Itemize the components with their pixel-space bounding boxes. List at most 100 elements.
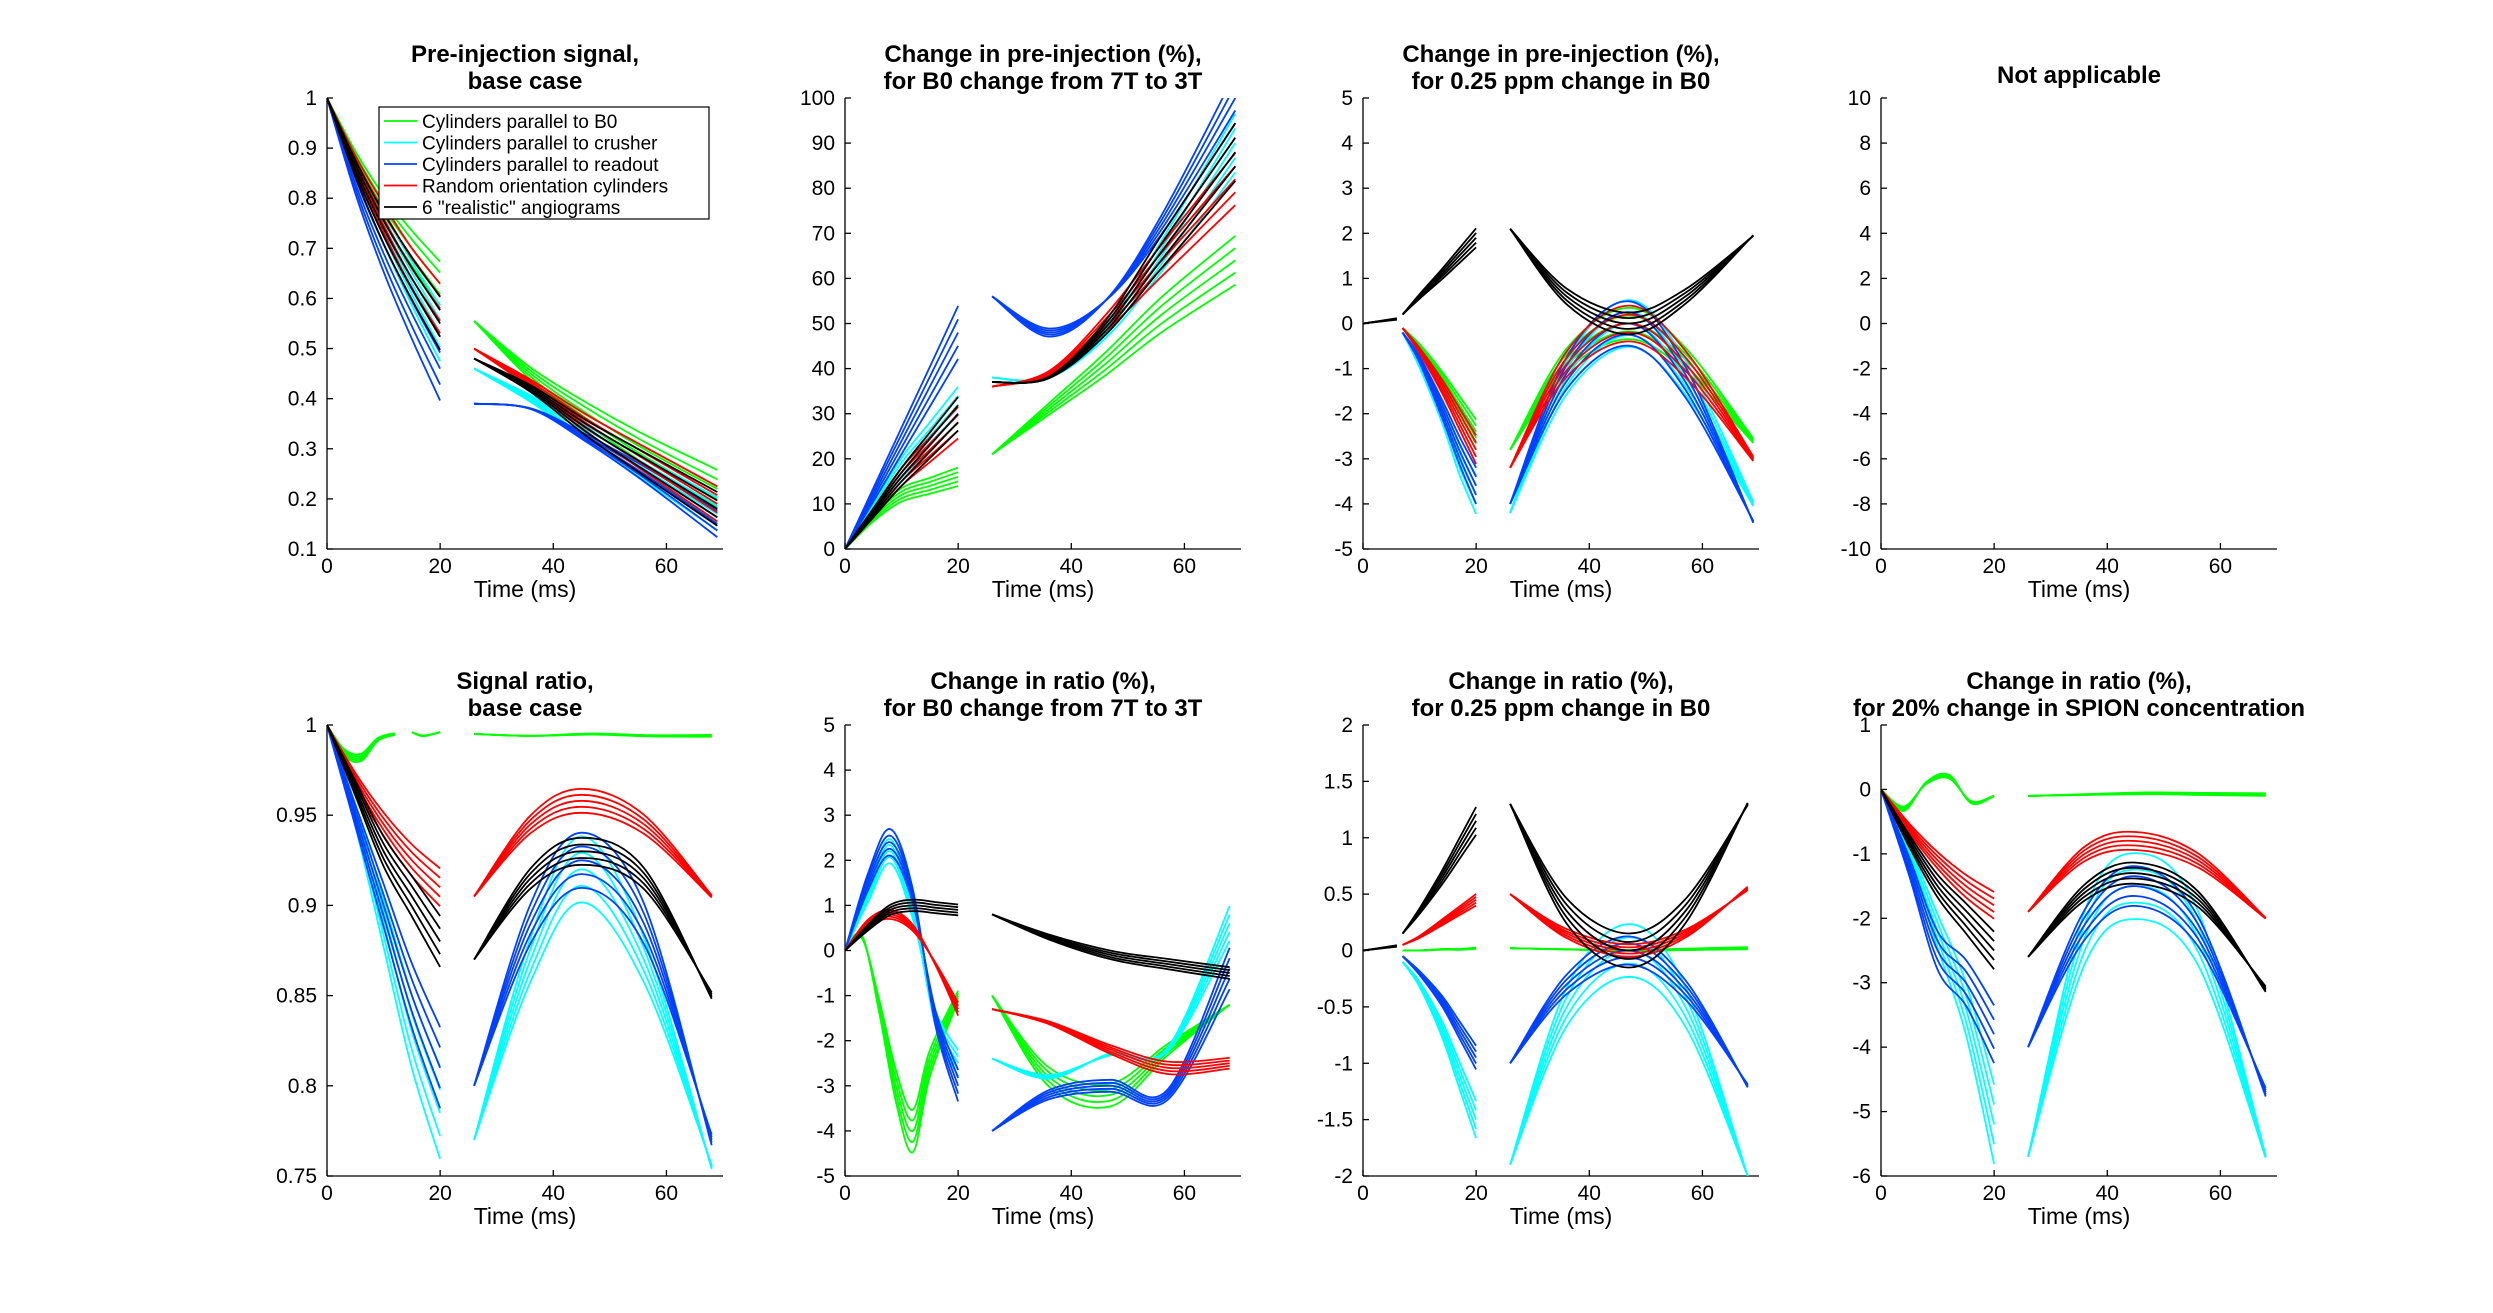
series-line	[327, 725, 441, 942]
series-random-orientation-cylinders	[327, 725, 713, 907]
x-tick-label: 40	[1060, 1182, 1083, 1205]
y-tick-label: 100	[800, 87, 835, 110]
plot-area	[1363, 802, 1749, 1176]
series-line	[845, 908, 959, 1016]
y-tick-label: 0.8	[288, 1075, 317, 1098]
y-tick-label: 1	[1859, 714, 1871, 737]
y-tick-label: 0.75	[276, 1165, 317, 1188]
x-axis-label: Time (ms)	[2028, 576, 2131, 602]
y-tick-label: 0.9	[288, 894, 317, 917]
series-line	[2027, 839, 2267, 919]
series-line	[2027, 875, 2267, 1095]
series-line	[1509, 975, 1749, 1176]
series-line	[845, 305, 959, 549]
y-tick-label: -4	[1852, 1036, 1871, 1059]
series-line	[991, 913, 1230, 974]
y-tick-label: 8	[1859, 132, 1871, 155]
series-line	[473, 793, 713, 897]
series-random-orientation-cylinders	[1401, 304, 1755, 469]
y-tick-label: 40	[812, 358, 835, 381]
series-line	[1881, 788, 1995, 933]
x-axis-label: Time (ms)	[1510, 1203, 1613, 1229]
y-tick-label: -2	[1852, 907, 1871, 930]
y-tick-label: -1	[1852, 843, 1871, 866]
series-line	[1509, 802, 1749, 969]
chart-title: Not applicable	[1997, 62, 2161, 89]
y-tick-label: 0.5	[288, 338, 317, 361]
series-6-realistic-angiograms	[1363, 227, 1754, 336]
series-line	[845, 358, 959, 549]
series-line	[991, 98, 1224, 338]
series-6-realistic-angiograms	[845, 898, 1230, 980]
series-line	[1401, 327, 1477, 465]
series-line	[991, 152, 1237, 388]
y-tick-label: 4	[823, 759, 835, 782]
y-tick-label: 1	[823, 894, 835, 917]
x-tick-label: 0	[1357, 1182, 1369, 1205]
chart-title: Change in ratio (%),	[930, 668, 1155, 695]
series-line	[992, 151, 1237, 384]
series-line	[991, 1008, 1230, 1076]
series-line	[991, 947, 1231, 1132]
y-tick-label: 90	[812, 132, 835, 155]
series-line	[845, 395, 959, 549]
series-6-realistic-angiograms	[1363, 802, 1749, 969]
x-tick-label: 60	[2209, 555, 2232, 578]
series-line	[2027, 918, 2267, 1159]
series-line	[2027, 868, 2267, 1157]
x-tick-label: 40	[1578, 1182, 1601, 1205]
series-line	[845, 318, 959, 549]
series-line	[1401, 227, 1477, 316]
series-line	[991, 905, 1231, 1080]
y-tick-label: 0.85	[276, 985, 317, 1008]
series-line	[327, 98, 441, 351]
series-line	[845, 828, 959, 1102]
y-tick-label: 0.5	[1324, 883, 1353, 906]
series-line	[1509, 228, 1754, 336]
x-tick-label: 60	[655, 1182, 678, 1205]
chart-panel-p13: Change in pre-injection (%),for 0.25 ppm…	[1334, 41, 1759, 602]
series-line	[473, 873, 713, 1138]
y-tick-label: 60	[812, 267, 835, 290]
series-line	[1509, 935, 1749, 1088]
y-tick-label: -0.5	[1317, 996, 1353, 1019]
series-line	[991, 995, 1231, 1098]
x-tick-label: 40	[1060, 555, 1083, 578]
chart-title: Signal ratio,	[456, 668, 593, 695]
series-line	[991, 913, 1230, 980]
series-line	[1509, 803, 1749, 952]
series-line	[1881, 789, 1995, 1006]
series-line	[991, 284, 1236, 456]
chart-panel-p22: Change in ratio (%),for B0 change from 7…	[816, 668, 1241, 1229]
y-tick-label: 1	[1341, 827, 1353, 850]
series-line	[992, 122, 1237, 384]
series-line	[473, 347, 718, 496]
series-cylinders-parallel-to-b0	[1881, 772, 2266, 812]
y-tick-label: -2	[1334, 403, 1353, 426]
series-line	[1401, 955, 1477, 1053]
series-line	[327, 98, 441, 401]
series-line	[991, 204, 1236, 388]
chart-title: for 20% change in SPION concentration	[1853, 695, 2305, 722]
x-axis-label: Time (ms)	[2028, 1203, 2131, 1229]
series-line	[473, 320, 718, 481]
series-line	[473, 320, 718, 471]
y-tick-label: 6	[1859, 177, 1871, 200]
series-line	[2027, 852, 2267, 1157]
series-line	[1402, 893, 1477, 946]
plot-area	[845, 98, 1237, 549]
y-tick-label: -3	[1852, 972, 1871, 995]
y-tick-label: 0.9	[288, 137, 317, 160]
series-cylinders-parallel-to-readout	[845, 98, 1237, 549]
series-line	[2027, 844, 2267, 920]
series-cylinders-parallel-to-b0	[1402, 946, 1748, 952]
series-line	[1509, 228, 1754, 325]
series-cylinders-parallel-to-readout	[1881, 789, 2267, 1097]
series-line	[1509, 306, 1755, 451]
series-line	[991, 978, 1231, 1132]
x-axis-label: Time (ms)	[992, 576, 1095, 602]
y-tick-label: 0.2	[288, 488, 317, 511]
series-line	[2027, 830, 2267, 919]
series-line	[992, 137, 1237, 384]
y-tick-label: -5	[816, 1165, 835, 1188]
